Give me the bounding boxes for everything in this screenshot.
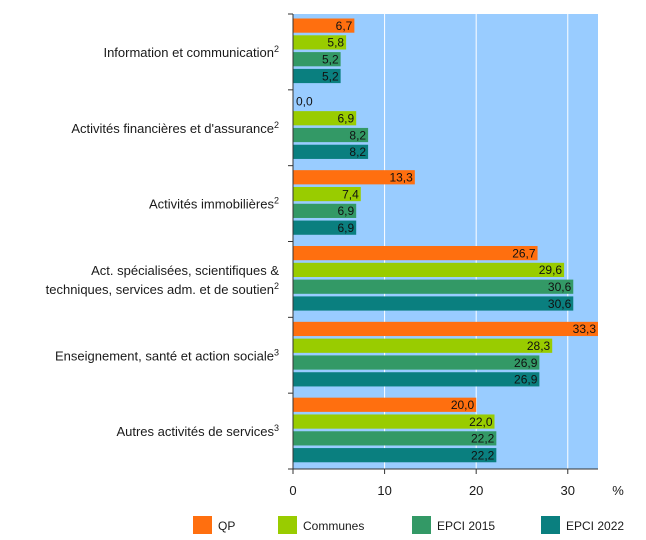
category-superscript: 2 — [274, 44, 279, 54]
bar-value-label: 29,6 — [539, 263, 563, 277]
bar-value-label: 6,7 — [336, 19, 353, 33]
x-axis-unit: % — [612, 483, 624, 498]
x-tick-label: 0 — [289, 483, 296, 498]
bar — [293, 398, 476, 412]
bar-value-label: 8,2 — [349, 145, 366, 159]
bar-value-label: 26,7 — [512, 246, 536, 260]
legend-swatch — [412, 516, 431, 534]
bar — [293, 296, 573, 310]
bar-value-label: 6,9 — [338, 221, 355, 235]
category-label: techniques, services adm. et de soutien2 — [46, 281, 279, 297]
bar-value-label: 6,9 — [338, 112, 355, 126]
bar-value-label: 22,0 — [469, 415, 493, 429]
category-label: Information et communication2 — [103, 44, 279, 60]
bar-value-label: 6,9 — [338, 204, 355, 218]
legend-label: EPCI 2022 — [566, 519, 624, 533]
bar — [293, 322, 598, 336]
bar — [293, 431, 496, 445]
x-tick-label: 10 — [377, 483, 391, 498]
legend-label: Communes — [303, 519, 364, 533]
category-superscript: 2 — [274, 281, 279, 291]
bar — [293, 355, 539, 369]
bar — [293, 339, 552, 353]
bar-value-label: 20,0 — [451, 398, 475, 412]
category-superscript: 3 — [274, 347, 279, 357]
bar-value-label: 28,3 — [527, 339, 551, 353]
category-superscript: 2 — [274, 196, 279, 206]
bar-value-label: 26,9 — [514, 356, 538, 370]
category-label: Activités financières et d'assurance2 — [71, 120, 279, 136]
bar — [293, 414, 495, 428]
category-label: Act. spécialisées, scientifiques & — [91, 263, 279, 278]
bar — [293, 280, 573, 294]
bar-value-label: 22,2 — [471, 432, 495, 446]
bar — [293, 246, 538, 260]
bar-value-label: 5,8 — [327, 36, 344, 50]
bar — [293, 372, 539, 386]
x-tick-label: 30 — [561, 483, 575, 498]
legend-swatch — [541, 516, 560, 534]
legend-swatch — [193, 516, 212, 534]
legend-label: QP — [218, 519, 235, 533]
bar-value-label: 5,2 — [322, 69, 339, 83]
bar-value-label: 7,4 — [342, 187, 359, 201]
bar-value-label: 30,6 — [548, 280, 572, 294]
x-tick-label: 20 — [469, 483, 483, 498]
bar-value-label: 5,2 — [322, 53, 339, 67]
category-label: Enseignement, santé et action sociale3 — [55, 347, 279, 363]
bar-value-label: 30,6 — [548, 297, 572, 311]
category-superscript: 2 — [274, 120, 279, 130]
bar — [293, 263, 564, 277]
bar-value-label: 8,2 — [349, 128, 366, 142]
bar-value-label: 0,0 — [296, 95, 313, 109]
legend-label: EPCI 2015 — [437, 519, 495, 533]
bar-value-label: 33,3 — [573, 322, 597, 336]
category-label: Autres activités de services3 — [116, 423, 279, 439]
category-superscript: 3 — [274, 423, 279, 433]
bar-value-label: 13,3 — [389, 171, 413, 185]
legend-swatch — [278, 516, 297, 534]
bar — [293, 448, 496, 462]
category-label: Activités immobilières2 — [149, 196, 279, 212]
bar-value-label: 22,2 — [471, 448, 495, 462]
bar-value-label: 26,9 — [514, 373, 538, 387]
